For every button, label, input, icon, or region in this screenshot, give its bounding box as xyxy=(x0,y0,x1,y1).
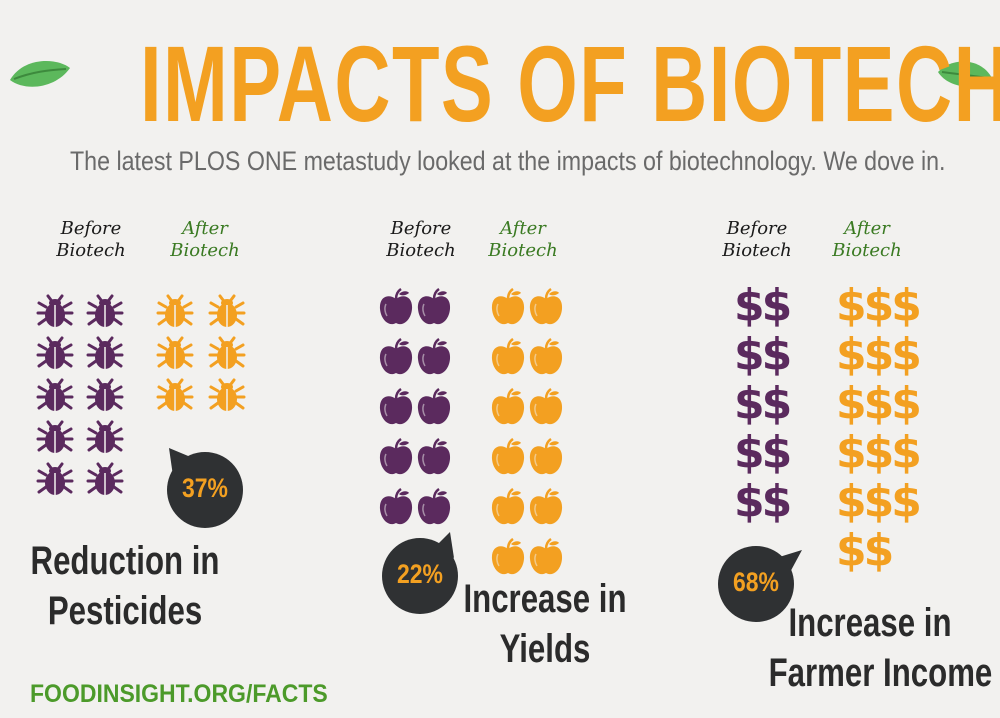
apple-icon xyxy=(528,487,564,533)
bug-icon xyxy=(36,420,74,461)
apple-icon xyxy=(528,437,564,483)
after-biotech-text: After Biotech xyxy=(170,218,240,261)
percent-value: 37% xyxy=(182,473,228,503)
percent-bubble: 68% xyxy=(716,540,802,624)
right-leaf-icon xyxy=(938,61,992,87)
before-biotech-label: Before Biotech xyxy=(376,218,466,262)
dollar-icon-row: $$ xyxy=(734,329,792,380)
apple-icon xyxy=(528,387,564,433)
bug-icon xyxy=(156,336,194,377)
bug-icon xyxy=(86,336,124,377)
apple-icon xyxy=(528,537,564,583)
left-leaf-icon xyxy=(10,60,70,87)
dollar-icon-row: $$$ xyxy=(836,378,922,429)
description-line: Increase in xyxy=(463,577,627,621)
dollar-icon-row: $$$ xyxy=(836,280,922,331)
description-line: Pesticides xyxy=(47,589,203,633)
description-line: Yields xyxy=(499,627,591,671)
apple-icon xyxy=(490,287,526,333)
bug-icon xyxy=(156,294,194,335)
after-biotech-text: After Biotech xyxy=(832,218,902,261)
bug-icon xyxy=(208,378,246,419)
percent-value: 68% xyxy=(733,567,779,597)
bug-icon xyxy=(36,294,74,335)
before-biotech-text: Before Biotech xyxy=(722,218,792,261)
section-description: Reduction in Pesticides xyxy=(28,536,223,636)
dollar-icon-row: $$ xyxy=(734,476,792,527)
section-description: Increase in Farmer Income xyxy=(768,598,993,698)
apple-icon xyxy=(490,337,526,383)
dollar-icon-row: $$$ xyxy=(836,427,922,478)
after-biotech-label: After Biotech xyxy=(822,218,912,262)
apple-icon xyxy=(378,337,414,383)
apple-icon xyxy=(490,487,526,533)
speech-bubble-icon xyxy=(167,448,243,528)
percent-value: 22% xyxy=(397,559,443,589)
apple-icon xyxy=(490,437,526,483)
bug-icon xyxy=(36,378,74,419)
apple-icon xyxy=(378,487,414,533)
page-subtitle: The latest PLOS ONE metastudy looked at … xyxy=(70,146,946,176)
apple-icon xyxy=(528,337,564,383)
apple-icon xyxy=(416,337,452,383)
after-biotech-text: After Biotech xyxy=(488,218,558,261)
description-line: Farmer Income xyxy=(768,651,993,695)
dollar-icon-row: $$ xyxy=(734,280,792,331)
bug-icon xyxy=(86,378,124,419)
percent-bubble: 22% xyxy=(380,532,464,616)
dollar-icon-row: $$$ xyxy=(836,329,922,380)
apple-icon xyxy=(378,387,414,433)
speech-bubble-icon xyxy=(718,546,802,622)
bug-icon xyxy=(208,294,246,335)
before-biotech-text: Before Biotech xyxy=(56,218,126,261)
apple-icon xyxy=(528,287,564,333)
dollar-icon-row: $$ xyxy=(734,378,792,429)
apple-icon xyxy=(416,437,452,483)
apple-icon xyxy=(416,287,452,333)
bug-icon xyxy=(36,336,74,377)
before-biotech-label: Before Biotech xyxy=(712,218,802,262)
apple-icon xyxy=(416,487,452,533)
dollar-icon-row: $$$ xyxy=(836,476,922,527)
dollar-icon-row: $$ xyxy=(836,525,894,576)
apple-icon xyxy=(490,387,526,433)
apple-icon xyxy=(378,437,414,483)
description-line: Reduction in xyxy=(30,539,220,583)
bug-icon xyxy=(86,462,124,503)
bug-icon xyxy=(208,336,246,377)
dollar-icon-row: $$ xyxy=(734,427,792,478)
footer-url: FOODINSIGHT.ORG/FACTS xyxy=(30,680,328,708)
after-biotech-label: After Biotech xyxy=(160,218,250,262)
bug-icon xyxy=(86,294,124,335)
percent-bubble: 37% xyxy=(163,446,247,530)
description-line: Increase in xyxy=(788,601,952,645)
after-biotech-label: After Biotech xyxy=(478,218,568,262)
page-title: IMPACTS OF BIOTECH xyxy=(140,23,1000,144)
before-biotech-label: Before Biotech xyxy=(46,218,136,262)
apple-icon xyxy=(416,387,452,433)
before-biotech-text: Before Biotech xyxy=(386,218,456,261)
bug-icon xyxy=(86,420,124,461)
speech-bubble-icon xyxy=(382,532,458,614)
bug-icon xyxy=(36,462,74,503)
bug-icon xyxy=(156,378,194,419)
apple-icon xyxy=(490,537,526,583)
section-description: Increase in Yields xyxy=(448,574,643,674)
apple-icon xyxy=(378,287,414,333)
